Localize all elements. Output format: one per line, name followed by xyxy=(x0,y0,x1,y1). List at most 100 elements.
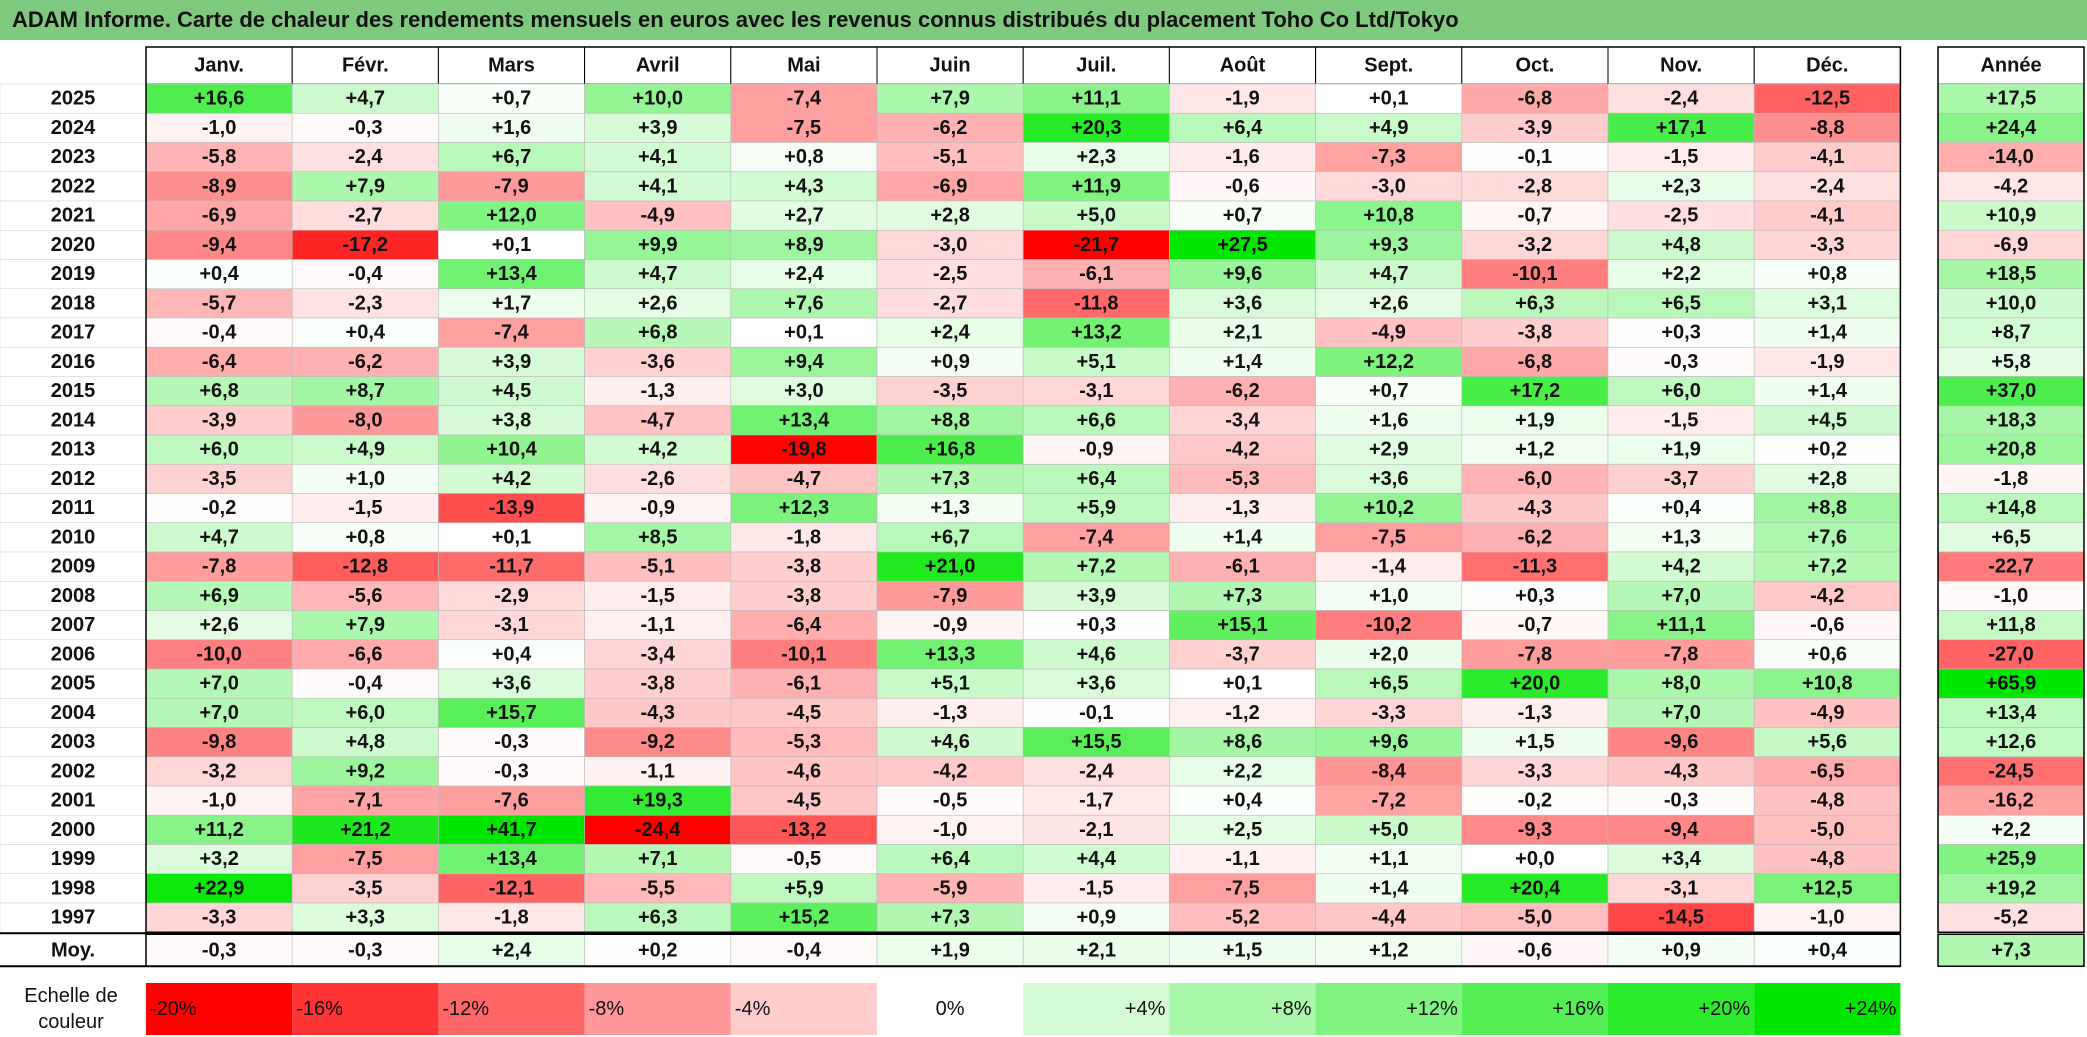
annual-cell xyxy=(1937,463,2085,494)
heatmap-cell-value: +0,4 xyxy=(492,643,532,665)
heatmap-cell-value: +1,4 xyxy=(1808,322,1848,344)
year-label: 2009 xyxy=(51,556,96,578)
heatmap-cell-value: -11,3 xyxy=(1513,556,1557,578)
year-label: 2021 xyxy=(51,205,96,227)
average-cell xyxy=(1022,933,1170,967)
heatmap-cell-value: +7,2 xyxy=(1808,556,1847,578)
heatmap-cell xyxy=(584,814,732,845)
heatmap-cell xyxy=(1461,639,1609,670)
heatmap-cell-value: -1,6 xyxy=(1225,146,1259,168)
heatmap-cell xyxy=(584,142,732,173)
heatmap-cell-value: -4,5 xyxy=(787,790,821,812)
heatmap-cell-value: +6,0 xyxy=(1661,380,1700,402)
heatmap-cell-value: -0,1 xyxy=(1518,146,1552,168)
heatmap-cell-value: -8,4 xyxy=(1371,760,1406,782)
heatmap-cell xyxy=(584,844,732,875)
heatmap-cell xyxy=(730,200,878,231)
heatmap-cell-value: +9,9 xyxy=(638,234,677,256)
heatmap-cell xyxy=(1022,376,1170,407)
heatmap-cell-value: -7,2 xyxy=(1371,790,1405,812)
color-scale-swatch xyxy=(438,983,585,1035)
heatmap-cell xyxy=(1315,463,1463,494)
heatmap-cell xyxy=(1315,873,1463,904)
heatmap-cell xyxy=(145,288,293,319)
heatmap-cell xyxy=(1753,814,1901,845)
average-annual-cell xyxy=(1937,933,2085,967)
heatmap-cell-value: -24,4 xyxy=(635,819,681,841)
heatmap-cell-value: +0,3 xyxy=(1661,322,1700,344)
month-header-cell xyxy=(1753,46,1901,85)
heatmap-cell-value: +3,8 xyxy=(492,409,531,431)
heatmap-cell-value: -5,1 xyxy=(640,556,674,578)
heatmap-cell-value: -1,5 xyxy=(1664,146,1698,168)
heatmap-cell-value: +11,1 xyxy=(1072,88,1122,110)
heatmap-cell-value: +2,1 xyxy=(1223,322,1262,344)
heatmap-cell-value: -5,8 xyxy=(202,146,236,168)
color-scale-label: +4% xyxy=(1125,998,1166,1020)
heatmap-cell-value: +0,0 xyxy=(1515,848,1554,870)
heatmap-cell-value: -6,8 xyxy=(1518,351,1552,373)
heatmap-cell-value: -3,8 xyxy=(640,673,674,695)
heatmap-cell xyxy=(1022,405,1170,436)
heatmap-cell xyxy=(1753,229,1901,260)
heatmap-cell-value: +4,8 xyxy=(346,731,385,753)
heatmap-cell-value: +0,3 xyxy=(1515,585,1554,607)
heatmap-cell-value: +6,4 xyxy=(1223,117,1263,139)
heatmap-cell-value: -6,2 xyxy=(348,351,382,373)
heatmap-cell xyxy=(876,844,1024,875)
heatmap-row xyxy=(0,142,2085,173)
heatmap-cell xyxy=(291,493,439,524)
heatmap-cell xyxy=(1022,902,1170,933)
year-label: 2017 xyxy=(51,322,96,344)
heatmap-cell-value: -6,2 xyxy=(1225,380,1259,402)
heatmap-cell-value: -1,1 xyxy=(1225,848,1259,870)
heatmap-cell-value: +2,2 xyxy=(1223,760,1262,782)
heatmap-cell xyxy=(145,551,293,582)
heatmap-cell-value: -1,7 xyxy=(1079,790,1113,812)
heatmap-cell xyxy=(145,200,293,231)
heatmap-cell-value: -5,9 xyxy=(933,877,967,899)
heatmap-cell xyxy=(584,259,732,290)
heatmap-cell xyxy=(1753,83,1901,114)
heatmap-cell xyxy=(876,346,1024,377)
average-annual-value: +7,3 xyxy=(1991,939,2030,961)
month-header-cell xyxy=(730,46,878,85)
heatmap-cell xyxy=(291,551,439,582)
heatmap-cell-value: -6,4 xyxy=(787,614,822,636)
heatmap-cell-value: -2,4 xyxy=(1664,88,1699,110)
heatmap-cell-value: -0,6 xyxy=(1810,614,1844,636)
heatmap-cell xyxy=(291,317,439,348)
annual-cell-value: +65,9 xyxy=(1986,673,2037,695)
annual-cell-value: +11,8 xyxy=(1986,614,2036,636)
color-scale-swatch xyxy=(877,983,1024,1035)
heatmap-cell xyxy=(1461,171,1609,202)
heatmap-cell xyxy=(291,873,439,904)
heatmap-cell-value: -2,1 xyxy=(1079,819,1113,841)
annual-cell-value: +10,0 xyxy=(1986,292,2037,314)
heatmap-cell xyxy=(291,83,439,114)
heatmap-cell-value: -1,1 xyxy=(640,614,674,636)
annual-cell-value: -27,0 xyxy=(1988,643,2034,665)
heatmap-cell xyxy=(1022,288,1170,319)
heatmap-row xyxy=(0,288,2085,319)
heatmap-cell xyxy=(876,580,1024,611)
heatmap-cell-value: +1,0 xyxy=(1369,585,1408,607)
heatmap-cell-value: -3,0 xyxy=(933,234,967,256)
heatmap-cell xyxy=(1169,844,1316,875)
heatmap-cell xyxy=(438,756,585,787)
heatmap-cell-value: +2,3 xyxy=(1661,175,1700,197)
heatmap-cell-value: +1,9 xyxy=(1515,409,1554,431)
heatmap-cell-value: -2,3 xyxy=(348,292,382,314)
year-cell xyxy=(0,230,147,260)
color-scale-label: +24% xyxy=(1845,998,1897,1020)
heatmap-cell-value: +8,9 xyxy=(784,234,823,256)
heatmap-cell-value: -7,8 xyxy=(1664,643,1698,665)
heatmap-cell-value: +2,4 xyxy=(930,322,970,344)
heatmap-cell xyxy=(291,610,439,641)
heatmap-row xyxy=(0,317,2085,348)
heatmap-cell-value: +6,8 xyxy=(638,322,677,344)
heatmap-cell-value: -7,9 xyxy=(494,175,528,197)
year-cell xyxy=(0,844,147,874)
annual-cell xyxy=(1937,668,2085,699)
heatmap-cell-value: +3,2 xyxy=(199,848,238,870)
